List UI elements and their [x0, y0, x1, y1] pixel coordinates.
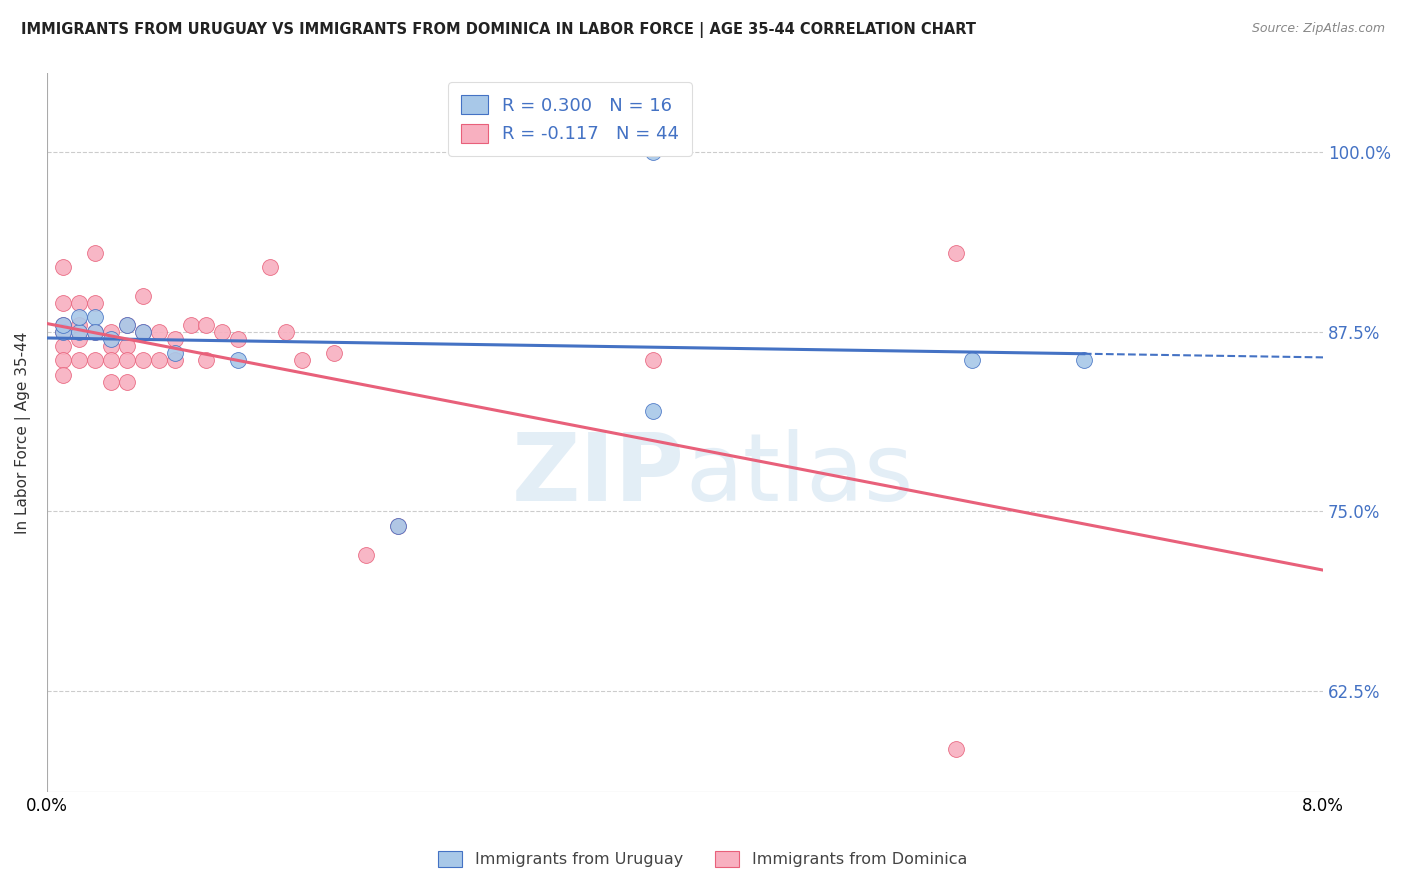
Point — [83, 325, 105, 339]
Text: atlas: atlas — [685, 429, 914, 522]
Point — [115, 318, 138, 332]
Point — [180, 318, 202, 332]
Point — [643, 404, 665, 418]
Point — [100, 339, 122, 353]
Point — [83, 353, 105, 368]
Point — [83, 325, 105, 339]
Point — [211, 325, 233, 339]
Point — [291, 353, 314, 368]
Point — [52, 318, 75, 332]
Point — [52, 353, 75, 368]
Point — [163, 353, 186, 368]
Point — [100, 332, 122, 346]
Point — [643, 353, 665, 368]
Legend: R = 0.300   N = 16, R = -0.117   N = 44: R = 0.300 N = 16, R = -0.117 N = 44 — [449, 82, 692, 156]
Point — [276, 325, 298, 339]
Point — [131, 353, 153, 368]
Point — [52, 339, 75, 353]
Point — [354, 548, 377, 562]
Point — [100, 353, 122, 368]
Point — [148, 353, 170, 368]
Point — [67, 318, 90, 332]
Point — [67, 353, 90, 368]
Point — [643, 145, 665, 159]
Point — [195, 353, 218, 368]
Text: IMMIGRANTS FROM URUGUAY VS IMMIGRANTS FROM DOMINICA IN LABOR FORCE | AGE 35-44 C: IMMIGRANTS FROM URUGUAY VS IMMIGRANTS FR… — [21, 22, 976, 38]
Point — [52, 260, 75, 274]
Point — [115, 339, 138, 353]
Point — [1073, 353, 1095, 368]
Point — [52, 318, 75, 332]
Point — [115, 353, 138, 368]
Point — [163, 346, 186, 360]
Point — [228, 332, 250, 346]
Point — [259, 260, 281, 274]
Point — [83, 296, 105, 310]
Point — [945, 245, 967, 260]
Point — [163, 332, 186, 346]
Point — [52, 296, 75, 310]
Point — [52, 325, 75, 339]
Point — [52, 368, 75, 382]
Text: ZIP: ZIP — [512, 429, 685, 522]
Point — [131, 325, 153, 339]
Y-axis label: In Labor Force | Age 35-44: In Labor Force | Age 35-44 — [15, 331, 31, 533]
Point — [100, 375, 122, 389]
Point — [387, 518, 409, 533]
Point — [228, 353, 250, 368]
Legend: Immigrants from Uruguay, Immigrants from Dominica: Immigrants from Uruguay, Immigrants from… — [430, 843, 976, 875]
Point — [148, 325, 170, 339]
Point — [960, 353, 983, 368]
Point — [387, 518, 409, 533]
Point — [67, 296, 90, 310]
Point — [67, 332, 90, 346]
Point — [323, 346, 346, 360]
Point — [100, 325, 122, 339]
Point — [67, 325, 90, 339]
Point — [83, 310, 105, 325]
Point — [67, 310, 90, 325]
Text: Source: ZipAtlas.com: Source: ZipAtlas.com — [1251, 22, 1385, 36]
Point — [945, 741, 967, 756]
Point — [115, 318, 138, 332]
Point — [83, 245, 105, 260]
Point — [52, 325, 75, 339]
Point — [131, 325, 153, 339]
Point — [131, 289, 153, 303]
Point — [195, 318, 218, 332]
Point — [115, 375, 138, 389]
